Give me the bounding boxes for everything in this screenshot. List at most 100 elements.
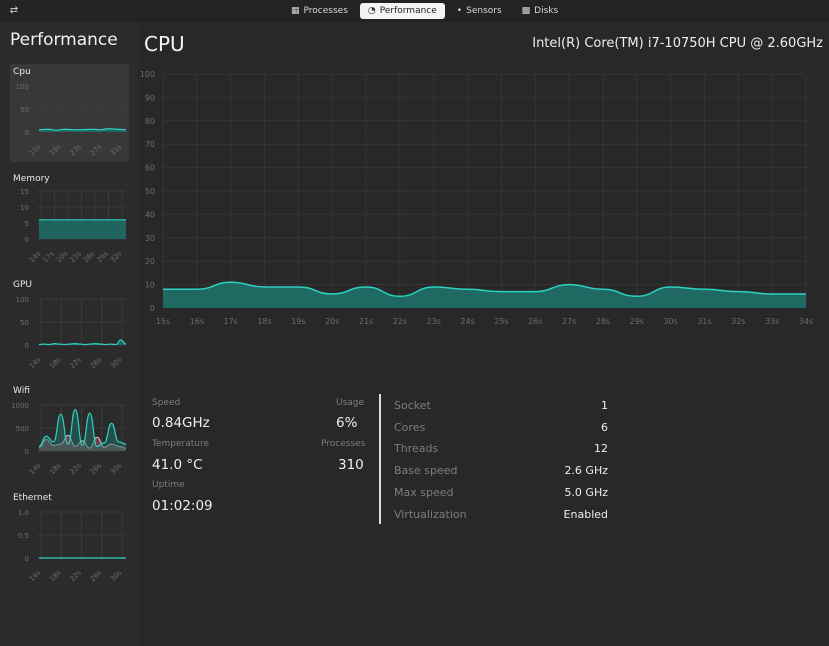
tab-performance[interactable]: ◔ Performance bbox=[359, 3, 445, 19]
sidebar-item-memory[interactable]: 15 10 5 0 14s 17s 20s 23s 26s 29s 32s Memory bbox=[10, 171, 129, 269]
data-point bbox=[805, 293, 807, 295]
cpu-model: Intel(R) Core(TM) i7-10750H CPU @ 2.60GH… bbox=[532, 36, 823, 51]
main-panel: CPU Intel(R) Core(TM) i7-10750H CPU @ 2.… bbox=[138, 22, 829, 646]
mini-y-tick-label: 1000 bbox=[11, 402, 29, 410]
spec-label-threads: Threads bbox=[394, 442, 439, 455]
x-tick-label: 15s bbox=[156, 317, 170, 326]
y-tick-label: 10 bbox=[145, 281, 155, 290]
tab-processes-label: Processes bbox=[303, 6, 348, 16]
data-point bbox=[230, 281, 232, 283]
x-tick-label: 22s bbox=[393, 317, 407, 326]
mini-y-tick-label: 500 bbox=[16, 425, 29, 433]
mini-x-tick-label: 30s bbox=[109, 462, 124, 477]
data-point bbox=[670, 286, 672, 288]
speed-value: 0.84GHz bbox=[152, 415, 210, 431]
sidebar-item-label: Cpu bbox=[13, 67, 31, 77]
y-tick-label: 20 bbox=[145, 257, 155, 266]
x-tick-label: 20s bbox=[325, 317, 339, 326]
spec-value-socket: 1 bbox=[601, 399, 608, 412]
x-tick-label: 26s bbox=[528, 317, 542, 326]
mini-x-tick-label: 20s bbox=[55, 250, 70, 265]
data-point bbox=[399, 296, 401, 298]
data-point bbox=[501, 291, 503, 293]
y-tick-label: 30 bbox=[145, 234, 155, 243]
x-tick-label: 18s bbox=[257, 317, 271, 326]
tab-sensors-label: Sensors bbox=[466, 6, 502, 16]
thermometer-icon: • bbox=[456, 5, 463, 16]
uptime-label: Uptime bbox=[152, 480, 185, 490]
tab-processes[interactable]: ▦ Processes bbox=[283, 3, 356, 19]
mini-x-tick-label: 22s bbox=[68, 569, 83, 584]
spec-value-cores: 6 bbox=[601, 421, 608, 434]
mini-y-tick-label: 100 bbox=[16, 296, 29, 304]
y-tick-label: 80 bbox=[145, 117, 155, 126]
sidebar: Performance 100 50 0 15s 19s 23s 27s 31s Cpu 15… bbox=[0, 22, 138, 646]
tab-sensors[interactable]: • Sensors bbox=[449, 3, 510, 19]
y-tick-label: 70 bbox=[145, 140, 155, 149]
data-point bbox=[704, 288, 706, 290]
y-tick-label: 100 bbox=[140, 70, 155, 79]
mini-x-tick-label: 30s bbox=[109, 356, 124, 371]
data-point bbox=[771, 293, 773, 295]
mini-x-tick-label: 23s bbox=[68, 143, 83, 158]
mini-x-tick-label: 14s bbox=[28, 250, 43, 265]
data-point bbox=[602, 288, 604, 290]
data-point bbox=[298, 286, 300, 288]
y-tick-label: 50 bbox=[145, 187, 155, 196]
mini-x-tick-label: 23s bbox=[68, 250, 83, 265]
cpu-usage-area bbox=[163, 282, 806, 308]
mini-series-area bbox=[39, 409, 126, 451]
mini-x-tick-label: 18s bbox=[48, 462, 63, 477]
mini-x-tick-label: 30s bbox=[109, 569, 124, 584]
data-point bbox=[264, 286, 266, 288]
mini-x-tick-label: 31s bbox=[109, 143, 124, 158]
sliders-icon[interactable]: ⇄ bbox=[9, 5, 19, 16]
mini-y-tick-label: 5 bbox=[25, 220, 29, 228]
tab-performance-label: Performance bbox=[379, 6, 437, 16]
mini-series-line bbox=[38, 128, 127, 131]
processes-label: Processes bbox=[321, 439, 366, 449]
x-tick-label: 33s bbox=[765, 317, 779, 326]
mini-y-tick-label: 0 bbox=[25, 236, 29, 244]
mini-x-tick-label: 22s bbox=[68, 356, 83, 371]
x-tick-label: 32s bbox=[731, 317, 745, 326]
x-tick-label: 25s bbox=[494, 317, 508, 326]
mini-series-area bbox=[39, 219, 126, 239]
spec-label-cores: Cores bbox=[394, 421, 426, 434]
mini-x-tick-label: 15s bbox=[28, 143, 43, 158]
mini-x-tick-label: 14s bbox=[28, 356, 43, 371]
spec-label-virtualization: Virtualization bbox=[394, 508, 467, 521]
sidebar-item-gpu[interactable]: 100 50 0 14s 18s 22s 26s 30s GPU bbox=[10, 277, 129, 375]
temperature-label: Temperature bbox=[152, 439, 210, 449]
data-point bbox=[196, 288, 198, 290]
sidebar-item-cpu[interactable]: 100 50 0 15s 19s 23s 27s 31s Cpu bbox=[10, 64, 129, 162]
mini-x-tick-label: 32s bbox=[109, 250, 124, 265]
sidebar-item-label: Ethernet bbox=[13, 493, 52, 503]
y-tick-label: 90 bbox=[145, 93, 155, 102]
sidebar-item-label: Memory bbox=[13, 174, 50, 184]
sidebar-item-label: GPU bbox=[13, 280, 32, 290]
mini-x-tick-label: 26s bbox=[89, 569, 104, 584]
sidebar-item-ethernet[interactable]: 1.0 0.5 0 14s 18s 22s 26s 30s Ethernet bbox=[10, 490, 129, 588]
mini-x-tick-label: 18s bbox=[48, 569, 63, 584]
spec-label-socket: Socket bbox=[394, 399, 431, 412]
processes-value: 310 bbox=[338, 457, 364, 473]
sidebar-item-wifi[interactable]: 1000 500 0 14s 18s 22s 26s 30s Wifi bbox=[10, 383, 129, 481]
data-point bbox=[162, 288, 164, 290]
cpu-icon: ▦ bbox=[291, 5, 300, 16]
tab-bar: ▦ Processes ◔ Performance • Sensors ▩ Di… bbox=[283, 3, 566, 19]
spec-label-base-speed: Base speed bbox=[394, 464, 458, 477]
x-tick-label: 23s bbox=[427, 317, 441, 326]
mini-y-tick-label: 0 bbox=[25, 448, 29, 456]
cpu-mini-chart: 100 50 0 15s 19s 23s 27s 31s bbox=[16, 83, 127, 158]
mini-y-tick-label: 50 bbox=[20, 106, 29, 114]
page-title: CPU bbox=[144, 32, 185, 56]
uptime-value: 01:02:09 bbox=[152, 498, 213, 514]
tab-disks[interactable]: ▩ Disks bbox=[514, 3, 567, 19]
x-tick-label: 21s bbox=[359, 317, 373, 326]
mini-x-tick-label: 14s bbox=[28, 462, 43, 477]
x-tick-label: 30s bbox=[663, 317, 677, 326]
mini-y-tick-label: 0 bbox=[25, 342, 29, 350]
data-point bbox=[331, 293, 333, 295]
